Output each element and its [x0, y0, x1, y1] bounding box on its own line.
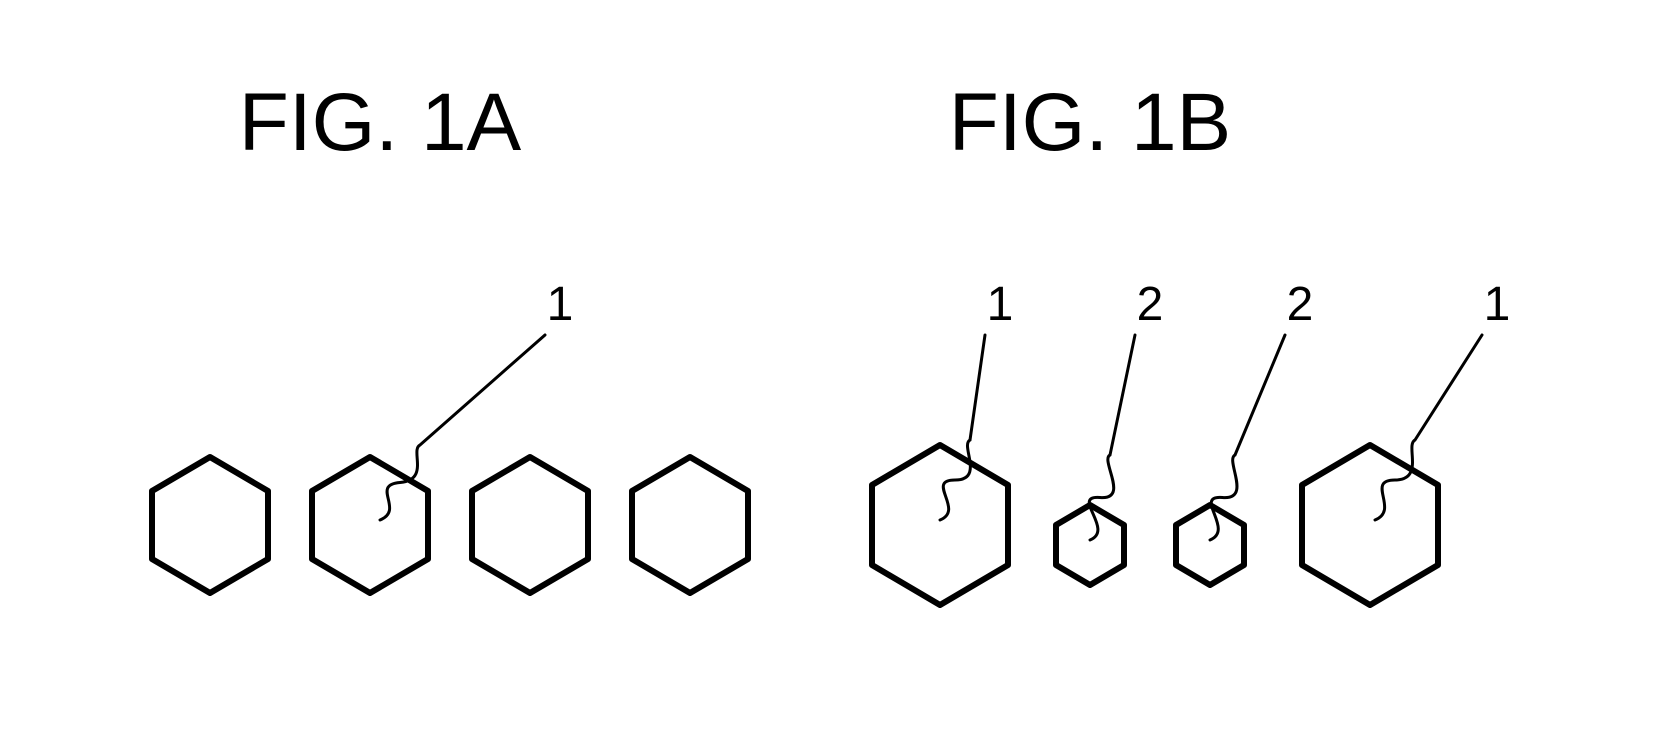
ref-label-b-2b: 2	[1287, 278, 1314, 331]
ref-label-b-2a: 2	[1137, 278, 1164, 331]
figure-title-b: FIG. 1B	[949, 77, 1232, 168]
figure-title-a: FIG. 1A	[239, 77, 522, 168]
ref-label-b-1b: 1	[1484, 278, 1511, 331]
ref-label-b-1a: 1	[987, 278, 1014, 331]
ref-label-a-1: 1	[547, 278, 574, 331]
